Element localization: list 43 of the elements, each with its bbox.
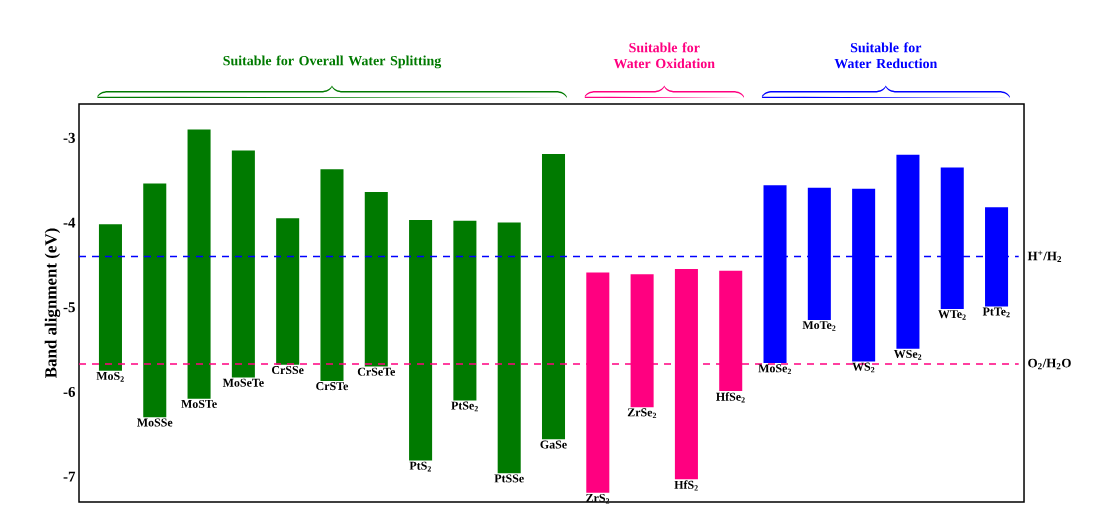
x-tick-label: PtSe$_{2}$: [451, 401, 478, 412]
bar: [364, 192, 388, 367]
x-tick-label: PtS$_{2}$: [409, 461, 431, 472]
y-tick-label: -7: [63, 471, 76, 482]
x-tick-label: MoSTe: [181, 400, 217, 409]
ref-line-label: H$^{+}$/H$_{2}$: [1027, 250, 1062, 263]
bar: [98, 224, 122, 371]
x-tick-label: PtSSe: [494, 474, 524, 483]
text: Suitable for Water Oxidation: [613, 42, 715, 69]
bar: [187, 129, 211, 399]
x-tick-label: HfSe$_{2}$: [716, 392, 745, 403]
x-tick-label: CrSSe: [271, 366, 304, 375]
y-tick-label: -5: [63, 302, 75, 313]
x-tick-label: ZrSe$_{2}$: [627, 408, 657, 419]
x-tick-label: CrSeTe: [357, 367, 396, 376]
y-tick-label: -4: [63, 217, 76, 228]
x-tick-label: MoTe$_{2}$: [802, 321, 836, 331]
x-tick-label: WS$_{2}$: [852, 362, 875, 373]
x-tick-label: ZrS$_{2}$: [586, 494, 610, 504]
x-tick-label: WTe$_{2}$: [938, 310, 966, 320]
x-tick-label: MoSeTe: [222, 378, 264, 387]
x-tick-label: GaSe: [540, 440, 567, 449]
bar: [453, 221, 477, 401]
bar: [276, 218, 300, 366]
y-axis-title: Band alignment (eV): [44, 228, 61, 379]
bar: [231, 150, 255, 378]
x-tick-label: MoSSe: [137, 418, 173, 427]
bar: [541, 154, 566, 440]
x-tick-label: PtTe$_{2}$: [982, 307, 1010, 318]
text: Suitable for Overall Water Splitting: [223, 55, 442, 69]
text: Suitable for Water Reduction: [834, 42, 938, 69]
x-tick-label: WSe$_{2}$: [893, 350, 922, 360]
y-tick-label: -6: [63, 387, 76, 398]
bar: [320, 169, 344, 382]
bar: [497, 222, 521, 474]
x-tick-label: MoS$_{2}$: [96, 372, 124, 382]
x-tick-label: HfS$_{2}$: [674, 480, 698, 491]
bar: [409, 220, 433, 461]
x-tick-label: MoSe$_{2}$: [758, 364, 792, 375]
bar: [143, 183, 167, 418]
y-tick-label: -3: [63, 133, 75, 144]
x-tick-label: CrSTe: [316, 382, 349, 391]
ref-line-label: O$_{2}$/H$_{2}$O: [1028, 358, 1071, 370]
